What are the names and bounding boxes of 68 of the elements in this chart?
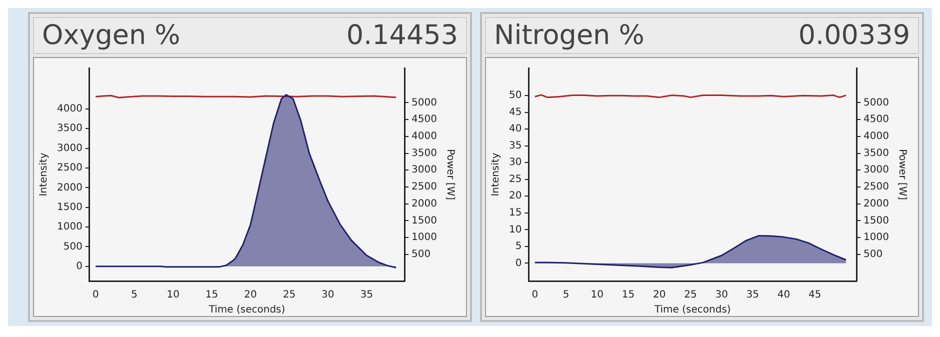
y2-tick-label: 4000 — [864, 131, 890, 142]
y2-tick-label: 4500 — [864, 114, 890, 126]
y-tick-label: 20 — [508, 190, 522, 202]
x-tick-label: 30 — [715, 290, 728, 301]
y2-tick-label: 2000 — [412, 198, 438, 210]
y2-tick-label: 3000 — [412, 164, 438, 176]
y-tick-label: 15 — [508, 208, 522, 218]
y-tick-label: 0 — [515, 258, 522, 269]
y2-tick-label: 2500 — [864, 182, 890, 193]
y-tick-label: 2000 — [56, 182, 82, 194]
x-tick-label: 40 — [777, 290, 790, 301]
x-tick-label: 35 — [746, 290, 760, 301]
y-tick-label: 45 — [508, 106, 522, 118]
y-axis-title: Intensity — [38, 152, 50, 196]
y-tick-label: 10 — [508, 224, 522, 236]
x-tick-label: 20 — [244, 290, 257, 301]
y2-tick-label: 2000 — [864, 198, 890, 210]
y2-tick-label: 3500 — [412, 148, 438, 159]
chart-title: Oxygen % — [42, 20, 180, 51]
y-tick-label: 0 — [76, 261, 82, 272]
y-tick-label: 2500 — [56, 162, 82, 174]
y2-tick-label: 4000 — [412, 131, 438, 142]
x-axis-title: Time (seconds) — [653, 304, 731, 316]
x-axis-title: Time (seconds) — [208, 304, 286, 316]
y2-tick-label: 500 — [864, 248, 883, 260]
y-tick-label: 4000 — [56, 104, 82, 115]
y-tick-label: 50 — [508, 90, 522, 102]
y2-tick-label: 4500 — [412, 114, 438, 126]
y2-tick-label: 1000 — [864, 232, 890, 244]
y-tick-label: 3500 — [56, 123, 82, 134]
x-tick-label: 20 — [652, 290, 666, 301]
x-tick-label: 35 — [360, 290, 373, 301]
x-tick-label: 15 — [205, 290, 218, 301]
y2-tick-label: 2500 — [412, 182, 438, 193]
y-tick-label: 3000 — [56, 142, 82, 154]
y-tick-label: 1500 — [56, 202, 82, 213]
y-tick-label: 35 — [508, 140, 522, 152]
x-tick-label: 0 — [532, 290, 538, 301]
y-tick-label: 500 — [63, 241, 82, 252]
chart-subtitle: 0.14453 — [346, 20, 458, 51]
x-tick-label: 30 — [322, 290, 334, 301]
y-tick-label: 5 — [515, 241, 522, 252]
y2-tick-label: 1500 — [412, 215, 438, 226]
chart-title: Nitrogen % — [494, 20, 644, 51]
y-axis-title: Intensity — [490, 152, 502, 196]
y2-tick-label: 3000 — [864, 164, 890, 176]
y2-tick-label: 3500 — [864, 148, 890, 159]
y2-tick-label: 500 — [412, 248, 431, 260]
x-tick-label: 10 — [166, 290, 180, 301]
y2-tick-label: 1000 — [412, 232, 438, 244]
y2-tick-label: 5000 — [412, 97, 438, 108]
chart-subtitle: 0.00339 — [798, 20, 910, 51]
x-tick-label: 25 — [684, 290, 697, 301]
x-tick-label: 5 — [562, 290, 570, 301]
x-tick-label: 0 — [92, 290, 99, 301]
y-tick-label: 25 — [508, 174, 522, 185]
x-tick-label: 25 — [282, 290, 296, 301]
x-tick-label: 45 — [808, 290, 822, 301]
y-tick-label: 40 — [508, 124, 522, 135]
x-tick-label: 5 — [131, 290, 138, 301]
x-tick-label: 15 — [622, 290, 635, 301]
y-tick-label: 30 — [508, 157, 522, 168]
y2-axis-title: Power [W] — [444, 148, 456, 200]
y2-tick-label: 1500 — [864, 215, 890, 226]
y-tick-label: 1000 — [56, 222, 82, 233]
x-tick-label: 10 — [590, 290, 604, 301]
y2-tick-label: 5000 — [864, 97, 890, 108]
y2-axis-title: Power [W] — [896, 148, 908, 200]
